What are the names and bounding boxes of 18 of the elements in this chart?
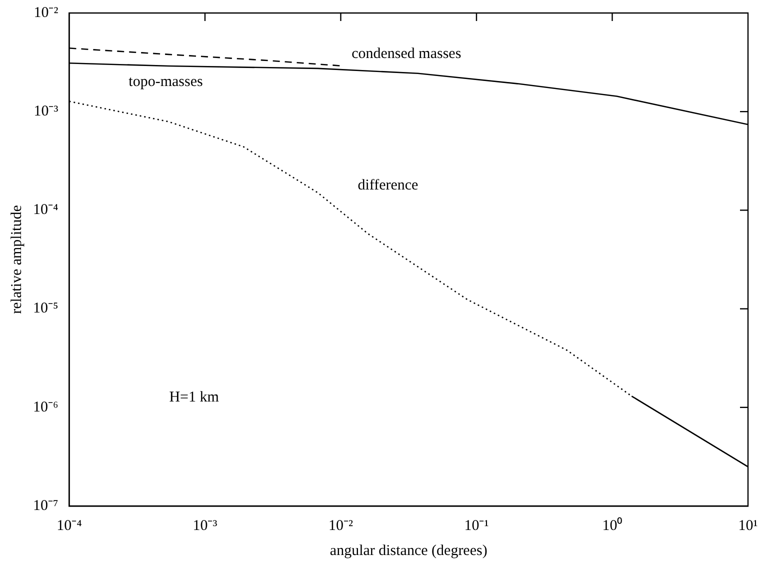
x-tick-label: 10⁻¹ [464, 518, 489, 534]
y-tick-label: 10⁻⁶ [32, 399, 58, 416]
y-tick-label: 10⁻⁴ [32, 202, 58, 218]
x-tick-label: 10⁻⁴ [56, 518, 82, 534]
y-tick-label: 10⁻³ [34, 104, 59, 120]
series-label: difference [358, 177, 419, 194]
series-label: topo-masses [128, 74, 203, 90]
x-tick-label: 10⁻² [328, 518, 354, 534]
y-axis-title: relative amplitude [8, 204, 25, 314]
y-tick-label: 10⁻² [34, 4, 59, 21]
x-tick-label: 10⁰ [602, 516, 622, 534]
y-tick-label: 10⁻⁵ [32, 300, 58, 317]
x-tick-label: 10⁻³ [192, 518, 218, 534]
y-tick-label: 10⁻⁷ [32, 498, 58, 514]
x-tick-label: 10¹ [738, 518, 758, 534]
series-label: condensed masses [352, 46, 462, 62]
x-axis-title: angular distance (degrees) [330, 542, 488, 559]
annotation: H=1 km [169, 389, 220, 406]
